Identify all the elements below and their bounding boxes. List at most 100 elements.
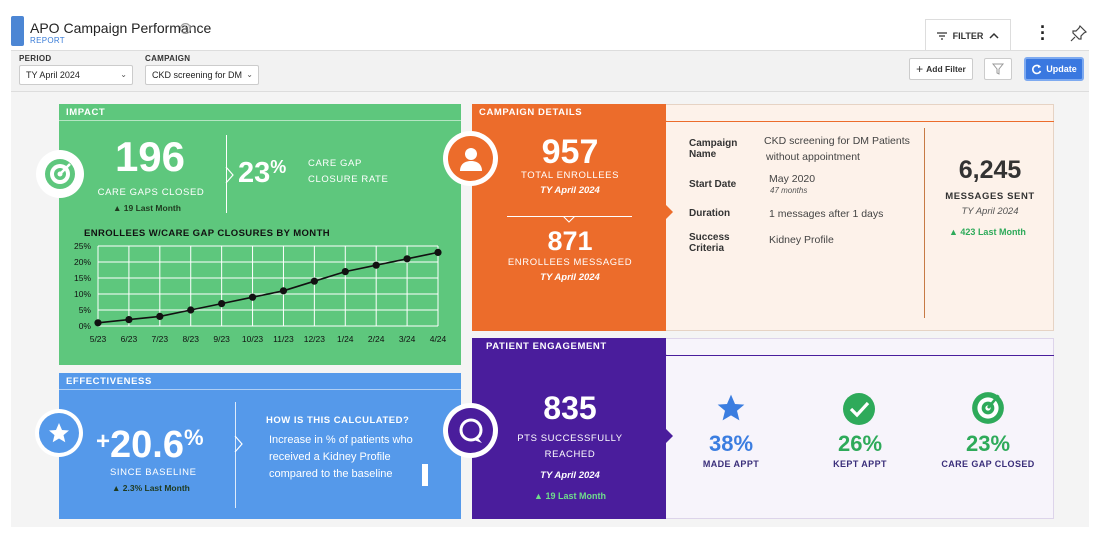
chart-data-point (372, 261, 380, 269)
campaign-label: CAMPAIGN (145, 54, 191, 63)
engagement-header-bar (472, 338, 1054, 356)
enrollees-messaged-period: TY April 2024 (540, 272, 600, 283)
chart-x-tick-label: 6/23 (121, 334, 138, 344)
chart-data-point (156, 312, 164, 320)
chart-y-tick-label: 10% (74, 289, 91, 299)
plus-icon: + (916, 62, 924, 76)
care-gaps-label: CARE GAPS CLOSED (97, 187, 205, 198)
care-gaps-trend-text: 19 Last Month (123, 203, 181, 213)
total-enrollees-value: 957 (541, 133, 599, 171)
campaign-details-header: CAMPAIGN DETAILS (472, 104, 655, 121)
chart-y-tick-label: 20% (74, 257, 91, 267)
report-icon (11, 16, 24, 46)
impact-header: IMPACT (59, 104, 461, 121)
reached-trend-text: 19 Last Month (545, 491, 606, 501)
chart-data-point (279, 287, 288, 295)
how-calculated-title: HOW IS THIS CALCULATED? (266, 415, 410, 426)
campaign-name-value-1: CKD screening for DM Patients (764, 135, 910, 147)
reached-label-1: PTS SUCCESSFULLY (517, 433, 623, 444)
panel-arrow (666, 429, 673, 443)
chart-x-tick-label: 1/24 (337, 334, 354, 344)
closure-rate-label-1: CARE GAP (308, 158, 362, 169)
care-gaps-value: 196 (114, 133, 186, 180)
closures-line-chart: 0% 5% 10% 15% 20% 25% 5/23 6/23 7/23 8/23 9/23 10/2… (74, 241, 447, 344)
header-notch (655, 104, 667, 122)
made-appt-value: 38% (708, 431, 754, 456)
panel-arrow (666, 205, 673, 219)
effectiveness-plus: + (96, 428, 111, 455)
filter-toggle-button[interactable]: FILTER (925, 19, 1011, 51)
reached-value: 835 (543, 390, 597, 426)
target-icon (45, 159, 75, 189)
period-select-value: TY April 2024 (26, 70, 80, 80)
scrollbar-thumb[interactable] (422, 464, 428, 486)
chart-x-tick-label: 10/23 (242, 334, 264, 344)
total-enrollees-period: TY April 2024 (540, 185, 600, 196)
chart-data-point (218, 300, 226, 308)
chart-y-tick-label: 5% (79, 305, 92, 315)
chart-x-tick-label: 4/24 (430, 334, 447, 344)
target-icon-circle (36, 150, 84, 198)
page-title: APO Campaign Performance (30, 20, 212, 36)
effectiveness-panel (59, 373, 461, 519)
period-label: PERIOD (19, 54, 52, 63)
messages-sent-label: MESSAGES SENT (945, 191, 1035, 202)
campaign-select-value: CKD screening for DM (152, 70, 243, 80)
page-subtitle: REPORT (30, 36, 65, 45)
duration-value: 1 messages after 1 days (769, 208, 884, 220)
stats-divider (507, 216, 632, 217)
chart-y-tick-label: 25% (74, 241, 91, 251)
success-criteria-value: Kidney Profile (769, 234, 834, 246)
campaign-name-label-2: Name (689, 149, 717, 160)
refresh-icon (1032, 64, 1042, 74)
star-icon (717, 394, 745, 421)
chart-series-line (97, 251, 439, 324)
pin-icon[interactable] (1070, 24, 1088, 42)
chevron-down-icon: ⌄ (246, 70, 253, 79)
how-calculated-line-2: received a Kidney Profile (269, 451, 391, 463)
info-icon[interactable]: ⓘ (180, 23, 191, 34)
effectiveness-trend: ▲ 2.3% Last Month (112, 483, 190, 493)
campaign-name-value-2: without appointment (766, 151, 860, 163)
divider-chevron-down-icon (563, 216, 575, 223)
success-criteria-label-2: Criteria (689, 243, 725, 254)
campaign-select[interactable]: CKD screening for DM ⌄ (145, 65, 259, 85)
messages-sent-value: 6,245 (958, 156, 1022, 184)
campaign-stats-block (472, 104, 666, 331)
engagement-stats-block (472, 338, 666, 519)
add-filter-button[interactable]: + Add Filter (909, 58, 973, 80)
closure-rate-value: 23% (238, 157, 286, 190)
chart-data-point (310, 277, 318, 285)
kept-appt-value: 26% (837, 431, 883, 456)
add-filter-label: Add Filter (926, 64, 966, 74)
chart-data-point (248, 293, 257, 301)
chart-data-point (187, 306, 195, 314)
reached-label-2: REACHED (544, 449, 596, 460)
person-icon (459, 147, 482, 171)
start-date-sub: 47 months (770, 186, 808, 195)
header-notch (655, 338, 667, 356)
chart-x-tick-label: 8/23 (182, 334, 199, 344)
details-divider (924, 128, 925, 318)
care-gaps-trend: ▲ 19 Last Month (113, 203, 181, 213)
reached-period: TY April 2024 (540, 470, 600, 481)
kebab-menu-icon[interactable]: · · · (1040, 17, 1046, 49)
effectiveness-unit: % (183, 425, 204, 450)
period-select[interactable]: TY April 2024 ⌄ (19, 65, 133, 85)
made-appt-label: MADE APPT (702, 459, 760, 469)
funnel-button[interactable] (984, 58, 1012, 80)
target-icon (972, 392, 1004, 424)
kept-appt-label: KEPT APPT (833, 459, 887, 469)
success-criteria-label-1: Success (689, 232, 730, 243)
chart-data-point (403, 255, 411, 263)
chart-x-tick-label: 12/23 (304, 334, 326, 344)
reached-trend: ▲ 19 Last Month (534, 491, 606, 501)
effectiveness-header: EFFECTIVENESS (59, 373, 461, 390)
update-button[interactable]: Update (1024, 57, 1084, 81)
closure-rate-unit: % (270, 157, 287, 177)
messages-sent-period: TY April 2024 (961, 206, 1019, 217)
enrollees-messaged-label: ENROLLEES MESSAGED (507, 257, 633, 268)
chart-data-point (341, 268, 349, 276)
filter-toggle-label: FILTER (952, 30, 984, 41)
effectiveness-value: +20.6% (96, 418, 204, 465)
